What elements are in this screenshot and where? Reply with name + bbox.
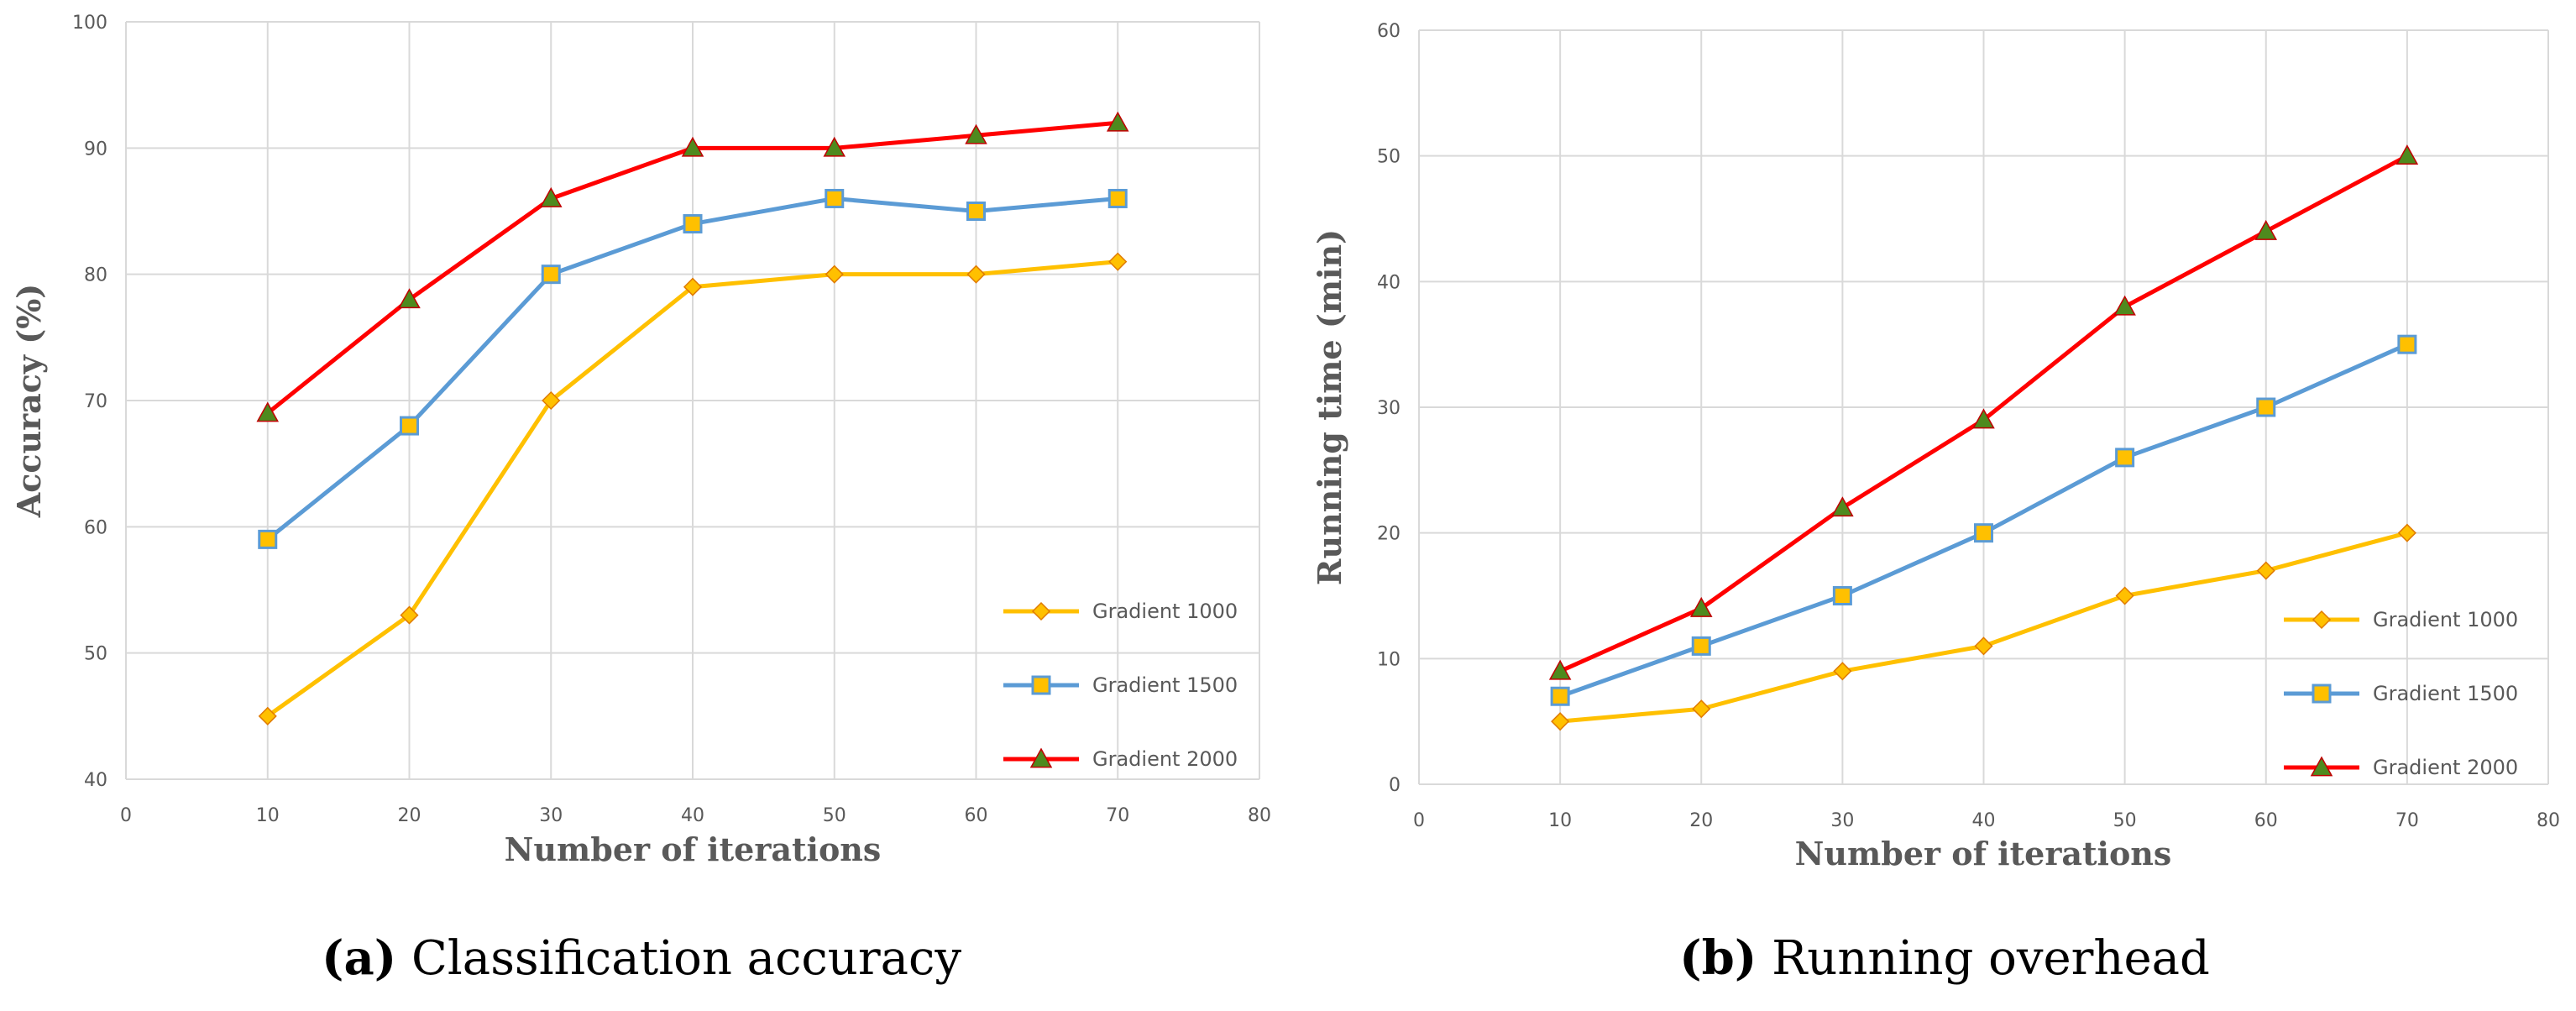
caption-label: (b) [1679,930,1757,986]
series-2-point [1550,686,1570,706]
series-1-point [825,265,844,284]
series-1-point [2115,586,2134,605]
series-2-point [258,529,278,549]
legend-label: Gradient 1500 [2373,682,2518,705]
legend-marker [2312,684,2332,704]
x-tick-label: 50 [823,805,846,826]
y-tick-label: 10 [1377,649,1401,670]
x-tick-label: 0 [1413,810,1425,831]
x-tick-label: 60 [965,805,988,826]
series-2-point [2256,397,2276,417]
y-tick-label: 50 [1377,147,1401,168]
series-2-point [2397,334,2417,354]
y-tick-label: 80 [84,265,107,286]
x-axis-title: Number of iterations [1795,835,2172,872]
y-axis-title: Accuracy (%) [10,284,48,519]
series-3-point [2395,144,2419,165]
legend-marker [1031,675,1051,695]
series-3-point [1831,496,1854,517]
series-1-point [542,390,561,411]
legend-marker [2310,756,2333,777]
series-1-point [683,277,703,296]
series-3-point [1106,111,1129,132]
series-1-point [2397,523,2416,542]
series-1-point [1108,252,1128,271]
legend-label: Gradient 1000 [2373,608,2518,631]
x-tick-label: 30 [1830,810,1854,831]
series-3-point [2254,219,2278,240]
legend-label: Gradient 2000 [1092,747,1238,771]
panel-b-running-time-chart: 0 10 20 30 40 50 60 70 80 0 10 20 30 40 50 60 Gradient 1… [1311,21,2560,986]
series-3-point [2113,295,2136,316]
legend-label: Gradient 1000 [1092,600,1238,623]
y-tick-label: 70 [84,391,107,412]
legend-marker [1029,747,1053,768]
x-tick-label: 40 [1972,810,1996,831]
series-1-point [258,706,277,726]
y-tick-label: 40 [1377,272,1401,293]
x-tick-label: 0 [120,805,132,826]
series-3-point [398,288,421,309]
series-3-point [965,123,987,144]
x-tick-label: 80 [2537,810,2560,831]
y-tick-label: 60 [1377,21,1401,42]
x-tick-label: 80 [1248,805,1271,826]
x-axis-title: Number of iterations [505,830,882,868]
series-2-point [1974,523,1993,543]
series-2-point [400,416,419,436]
x-tick-label: 20 [1689,810,1713,831]
series-1-point [2256,561,2275,580]
x-tick-label: 40 [681,805,704,826]
series-2-point [1691,636,1711,656]
y-tick-label: 100 [72,13,107,34]
x-tick-label: 30 [539,805,563,826]
legend-label: Gradient 1500 [1092,673,1238,697]
x-tick-label: 10 [1548,810,1572,831]
y-tick-label: 50 [84,644,107,665]
x-tick-label: 60 [2254,810,2278,831]
series-3-point [539,186,563,207]
caption-text: Classification accuracy [396,931,961,986]
y-tick-label: 0 [1389,775,1401,796]
series-2-point [1107,188,1128,208]
series-1-point [1833,662,1852,681]
legend-marker [2312,610,2332,630]
series-1-point [1974,636,1993,656]
series-2-point [825,188,845,208]
caption-label: (a) [322,930,396,986]
series-1-point [966,265,986,284]
x-tick-label: 10 [256,805,280,826]
x-tick-label: 70 [1106,805,1129,826]
series-1-point [1551,712,1570,731]
series-3-point [823,136,846,157]
caption-text: Running overhead [1757,931,2210,986]
series-2-point [2115,448,2135,468]
legend-marker [1031,601,1051,621]
series-3-point [256,401,280,422]
y-tick-label: 30 [1377,398,1401,419]
y-tick-label: 90 [84,139,107,160]
series-3-point [1548,659,1572,680]
series-1-point [1692,699,1711,719]
caption: (b) Running overhead [1679,930,2210,986]
y-tick-label: 40 [84,770,107,791]
series-3-point [1972,408,1995,429]
series-2-point [683,214,703,234]
legend-label: Gradient 2000 [2373,756,2518,779]
x-tick-label: 70 [2395,810,2419,831]
series-2-point [966,202,986,221]
y-axis-title: Running time (min) [1311,229,1348,585]
x-tick-label: 20 [398,805,421,826]
series-3-point [681,136,704,157]
y-tick-label: 60 [84,517,107,538]
x-tick-label: 50 [2113,810,2137,831]
caption: (a) Classification accuracy [322,930,961,986]
series-2-point [1832,586,1852,605]
panel-a-accuracy-chart: 0 10 20 30 40 50 60 70 80 40 50 60 70 80 90 100 Gradient… [10,13,1271,986]
series-1-point [400,605,419,625]
y-tick-label: 20 [1377,524,1401,545]
series-3-point [1689,596,1713,617]
series-2-point [541,265,561,285]
